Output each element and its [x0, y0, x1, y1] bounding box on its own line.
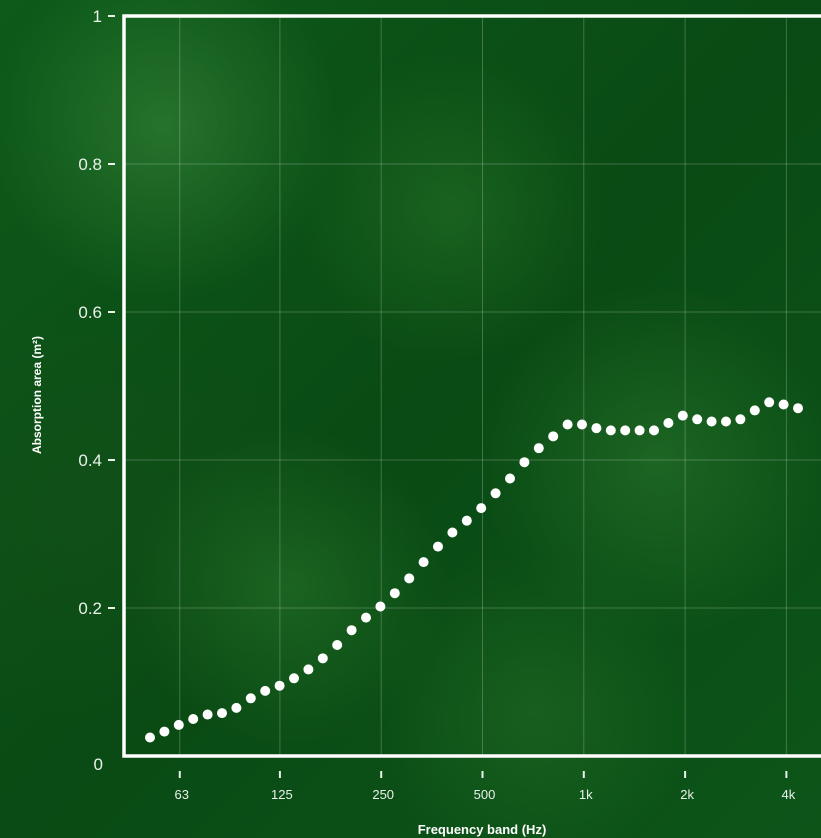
data-point	[634, 425, 645, 436]
x-tick-label: 125	[271, 787, 293, 802]
data-point	[749, 405, 760, 416]
data-point	[188, 714, 199, 724]
data-point	[317, 653, 328, 664]
data-point	[332, 640, 343, 650]
y-axis-title: Absorption area (m²)	[30, 336, 44, 454]
data-point	[289, 673, 299, 684]
x-tick-label: 1k	[579, 787, 593, 802]
data-point	[202, 709, 213, 720]
data-point	[793, 403, 803, 414]
x-tick-label: 500	[474, 787, 496, 802]
x-tick-label: 4k	[782, 787, 796, 802]
data-point	[145, 732, 155, 743]
y-tick-label: 0.6	[78, 303, 102, 322]
data-point	[548, 431, 559, 442]
data-point	[217, 708, 227, 719]
y-axis: 0 0.2 0.4 0.6 0.8 1	[78, 7, 115, 774]
data-point	[389, 588, 400, 599]
data-point	[620, 425, 631, 436]
data-point	[476, 503, 487, 514]
data-point	[778, 399, 789, 410]
data-point	[764, 397, 775, 408]
y-tick-label: 0.2	[78, 599, 102, 618]
data-point	[404, 573, 415, 584]
y-tick-label: 1	[93, 7, 102, 26]
data-point	[591, 423, 602, 434]
data-point	[461, 515, 472, 526]
y-tick-label: 0.4	[78, 451, 102, 470]
data-point	[505, 473, 515, 484]
data-point	[375, 601, 386, 612]
data-point	[173, 719, 184, 730]
data-point	[433, 541, 443, 552]
x-tick-label: 2k	[680, 787, 694, 802]
plot-frame	[122, 14, 821, 758]
grid-lines	[124, 16, 821, 756]
data-point	[490, 488, 501, 499]
data-point	[577, 419, 587, 430]
data-point	[346, 625, 357, 636]
data-point	[418, 557, 429, 568]
data-series	[145, 397, 803, 743]
data-point	[447, 527, 458, 538]
data-point	[663, 418, 674, 428]
x-tick-label: 63	[175, 787, 189, 802]
data-point	[159, 726, 170, 737]
data-point	[562, 419, 573, 430]
data-point	[245, 693, 256, 704]
x-axis: 63 125 250 500 1k 2k 4k	[175, 771, 796, 802]
data-point	[605, 425, 616, 436]
data-point	[260, 685, 271, 696]
data-point	[692, 414, 703, 425]
data-point	[303, 664, 314, 675]
data-point	[677, 410, 688, 421]
data-point	[361, 612, 371, 623]
data-point	[721, 416, 731, 427]
data-point	[735, 414, 746, 425]
y-tick-label: 0	[94, 755, 103, 774]
y-tick-label: 0.8	[78, 155, 102, 174]
x-tick-label: 250	[372, 787, 394, 802]
data-point	[231, 702, 242, 713]
data-point	[519, 457, 530, 468]
data-point	[274, 680, 285, 691]
data-point	[706, 416, 717, 427]
data-point	[649, 425, 659, 436]
x-axis-title: Frequency band (Hz)	[418, 822, 547, 837]
data-point	[533, 443, 544, 454]
